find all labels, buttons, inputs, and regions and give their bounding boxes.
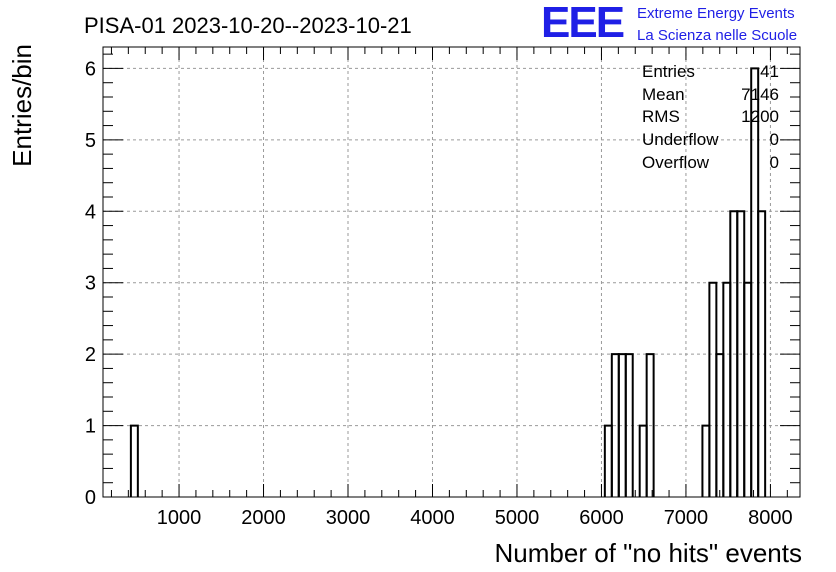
histogram-bin <box>624 353 634 497</box>
stats-value-underflow: 0 <box>770 130 779 149</box>
logo-mark: EEE <box>541 0 624 47</box>
y-tick-label: 5 <box>85 130 96 152</box>
axis-ticks <box>103 47 800 498</box>
y-tick-label: 0 <box>85 487 96 509</box>
x-tick-label: 6000 <box>579 507 624 529</box>
stats-box: Entries 41 Mean 7146 RMS 1200 Underflow … <box>642 62 779 172</box>
stats-label-mean: Mean <box>642 85 685 104</box>
x-tick-label: 5000 <box>495 507 540 529</box>
histogram-bin <box>645 353 655 497</box>
stats-label-entries: Entries <box>642 62 695 81</box>
histogram-bin <box>708 281 718 497</box>
stats-value-mean: 7146 <box>741 85 779 104</box>
stats-label-overflow: Overflow <box>642 153 710 172</box>
histogram-bin <box>638 424 648 497</box>
stats-value-overflow: 0 <box>770 153 779 172</box>
chart-title: PISA-01 2023-10-20--2023-10-21 <box>84 13 412 38</box>
stats-label-rms: RMS <box>642 107 680 126</box>
x-tick-labels: 1000 2000 3000 4000 5000 6000 7000 8000 <box>157 507 793 529</box>
y-tick-label: 4 <box>85 201 96 223</box>
plot-frame <box>102 46 801 498</box>
y-tick-labels: 0 1 2 3 4 5 6 <box>85 58 96 509</box>
stats-value-entries: 41 <box>760 62 779 81</box>
x-tick-label: 8000 <box>748 507 793 529</box>
y-tick-label: 1 <box>85 416 96 438</box>
stats-value-rms: 1200 <box>741 107 779 126</box>
y-tick-label: 6 <box>85 58 96 80</box>
x-tick-label: 2000 <box>241 507 286 529</box>
x-axis-title: Number of "no hits" events <box>495 538 803 568</box>
stats-label-underflow: Underflow <box>642 130 719 149</box>
y-tick-label: 2 <box>85 344 96 366</box>
x-tick-label: 4000 <box>410 507 455 529</box>
y-axis-title: Entries/bin <box>7 44 37 167</box>
y-tick-label: 3 <box>85 273 96 295</box>
histogram-bin <box>701 424 711 497</box>
x-tick-label: 7000 <box>664 507 709 529</box>
grid-lines <box>103 47 800 497</box>
histogram-bin <box>129 424 139 497</box>
histogram-bin <box>757 210 767 497</box>
x-tick-label: 3000 <box>326 507 371 529</box>
logo-line-1: Extreme Energy Events <box>637 5 795 22</box>
histogram-bin <box>743 281 753 497</box>
histogram-series <box>129 67 767 497</box>
histogram-bin <box>722 281 732 497</box>
logo-line-2: La Scienza nelle Scuole <box>637 27 797 44</box>
histogram-bin <box>603 424 613 497</box>
eee-logo: EEE Extreme Energy Events La Scienza nel… <box>541 0 797 47</box>
x-tick-label: 1000 <box>157 507 202 529</box>
